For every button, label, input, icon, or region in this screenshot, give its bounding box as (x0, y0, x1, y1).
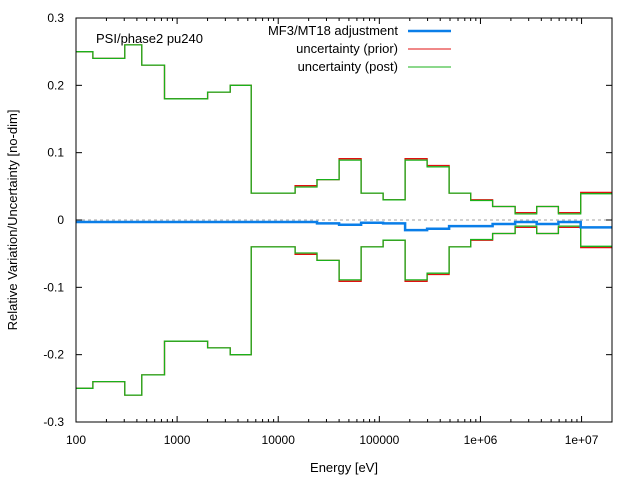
y-tick-label: 0.1 (47, 146, 64, 160)
chart-title: PSI/phase2 pu240 (96, 31, 203, 46)
y-axis-label: Relative Variation/Uncertainty [no-dim] (5, 110, 20, 331)
y-tick-label: -0.3 (43, 415, 64, 429)
y-tick-label: -0.2 (43, 348, 64, 362)
x-tick-label: 1e+06 (464, 433, 498, 447)
x-tick-label: 1e+07 (565, 433, 599, 447)
y-tick-label: 0.3 (47, 11, 64, 25)
legend-label-prior: uncertainty (prior) (296, 41, 398, 56)
x-tick-label: 1000 (164, 433, 191, 447)
x-tick-label: 100000 (359, 433, 399, 447)
series-1-lower (76, 226, 612, 396)
y-tick-label: 0.2 (47, 78, 64, 92)
y-tick-label: 0 (57, 213, 64, 227)
legend-label-adjustment: MF3/MT18 adjustment (268, 23, 398, 38)
legend: MF3/MT18 adjustment uncertainty (prior) … (268, 23, 451, 74)
legend-label-post: uncertainty (post) (298, 59, 398, 74)
y-tick-label: -0.1 (43, 280, 64, 294)
x-tick-label: 10000 (262, 433, 296, 447)
series-0-line (76, 220, 612, 232)
x-axis-label: Energy [eV] (310, 460, 378, 475)
series-2-upper (76, 44, 612, 215)
series-2-lower (76, 225, 612, 396)
x-tick-label: 100 (66, 433, 86, 447)
